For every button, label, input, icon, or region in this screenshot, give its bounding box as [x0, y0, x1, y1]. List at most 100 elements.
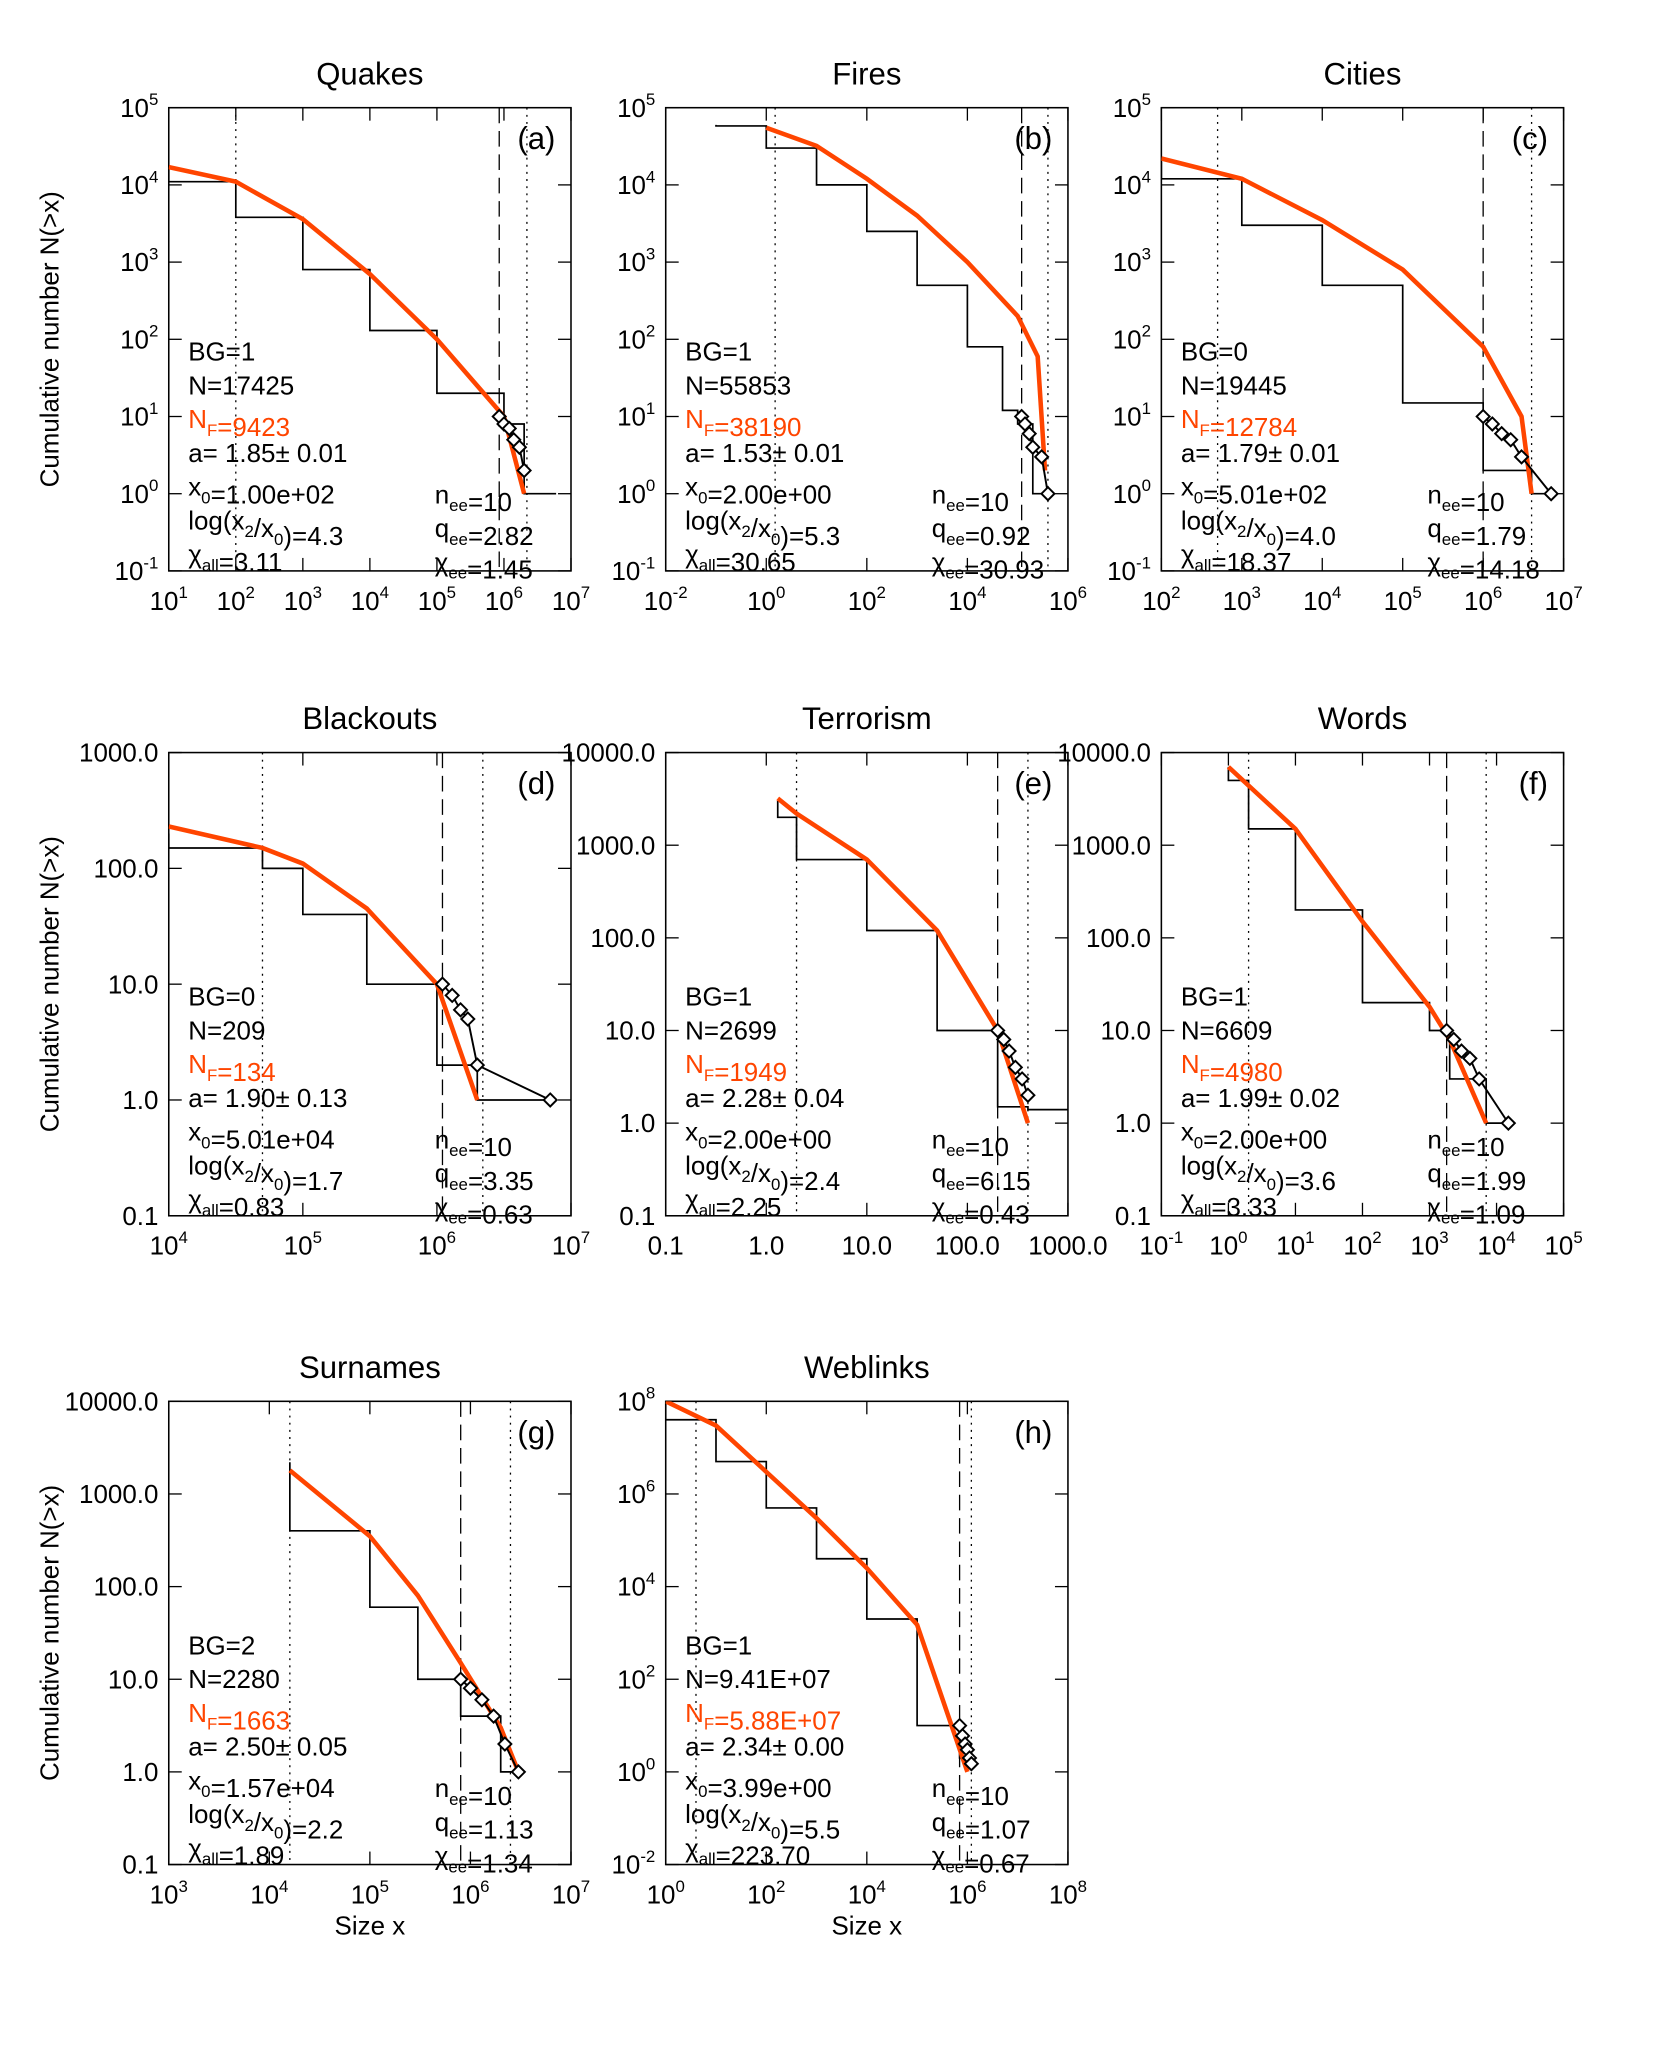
text-part: 7 — [581, 583, 590, 602]
text-part: F — [1200, 1066, 1210, 1085]
plot-area — [168, 107, 557, 571]
text-part: =0.67 — [964, 1850, 1030, 1878]
panel: Fires(b)10-2 100 102 104 10610-1100101102103… — [611, 56, 1087, 615]
text-part: ee — [945, 564, 964, 583]
stat-line: x0=5.01e+04 — [188, 1119, 334, 1155]
diamond-marker — [542, 1092, 559, 1108]
text-part: 10 — [1276, 1233, 1305, 1261]
text-part: F — [1200, 421, 1210, 440]
text-part: q — [932, 1809, 946, 1837]
stat-line: NF=4980 — [1181, 1051, 1283, 1087]
text-part: ee — [449, 1790, 468, 1809]
stat-line: χee=1.09 — [1427, 1194, 1525, 1230]
text-part: 10 — [120, 404, 149, 432]
text-part: 3 — [646, 245, 655, 264]
x-tick-label: 100 — [1209, 1228, 1247, 1261]
y-tick-label: 0.1 — [1115, 1203, 1151, 1231]
x-tick-label: 103 — [1410, 1228, 1448, 1261]
text-part: =30.65 — [716, 549, 796, 577]
text-part: 10 — [552, 1233, 581, 1261]
x-tick-label: 10-1 — [1139, 1228, 1183, 1261]
text-part: 4 — [1332, 583, 1341, 602]
x-tick-label: 104 — [1303, 583, 1341, 616]
text-part: =1.99 — [1461, 1168, 1527, 1196]
panel: Quakes(a)Cumulative number N(>x)101 102 10… — [36, 56, 590, 615]
text-part: 0 — [771, 1824, 780, 1843]
text-part: =1.09 — [1460, 1202, 1526, 1230]
text-part: -2 — [673, 583, 688, 602]
y-tick-label: 108 — [617, 1384, 655, 1417]
text-part: 10 — [611, 1852, 640, 1880]
stat-line: χee=0.63 — [435, 1194, 533, 1230]
y-tick-label: 0.1 — [619, 1203, 655, 1231]
plot-frame — [664, 1400, 1069, 1866]
text-part: 10 — [617, 172, 646, 200]
stat-line: BG=1 — [685, 1632, 752, 1660]
text-part: 3 — [1252, 583, 1261, 602]
text-part: 6 — [1493, 583, 1502, 602]
text-part: log(x — [1181, 1152, 1237, 1180]
text-part: /x — [254, 1160, 274, 1188]
text-part: χ — [188, 541, 202, 569]
text-part: 4 — [646, 167, 655, 186]
stat-line: NF=9423 — [188, 406, 290, 442]
x-tick-label: 102 — [1142, 583, 1180, 616]
text-part: log(x — [685, 1152, 741, 1180]
diamond-marker — [452, 1001, 469, 1018]
text-part: N=9.41E+07 — [685, 1666, 831, 1694]
stat-line: BG=0 — [188, 984, 255, 1012]
stat-line: N=9.41E+07 — [685, 1666, 831, 1694]
x-tick-label: 102 — [1343, 1228, 1381, 1261]
text-part: N — [685, 1051, 704, 1079]
text-part: ee — [449, 1141, 468, 1160]
stat-line: χee=14.18 — [1427, 549, 1539, 585]
text-part: N — [685, 406, 704, 434]
y-tick-label: 1000.0 — [576, 832, 655, 860]
diamond-marker — [995, 1031, 1012, 1048]
text-part: 10 — [611, 558, 640, 586]
text-part: =5.88E+07 — [714, 1708, 841, 1736]
diamond-marker — [1475, 408, 1492, 425]
y-axis-label: Cumulative number N(>x) — [36, 1485, 64, 1781]
diamond-marker — [501, 420, 518, 437]
text-part: -1 — [1168, 1228, 1183, 1247]
x-axis-label: Size x — [335, 1913, 406, 1941]
diamond-marker — [485, 1708, 502, 1724]
text-part: BG=2 — [188, 1632, 255, 1660]
stat-line: χall=18.37 — [1181, 541, 1292, 577]
text-part: =14.18 — [1460, 557, 1540, 585]
y-tick-label: 103 — [617, 245, 655, 278]
text-part: log(x — [188, 1152, 244, 1180]
stat-line: a= 2.50± 0.05 — [188, 1734, 347, 1762]
diamond-marker — [1453, 1043, 1470, 1059]
text-part: ee — [449, 1175, 468, 1194]
text-part: F — [207, 421, 217, 440]
text-part: N=209 — [188, 1017, 265, 1045]
diamond-marker — [1001, 1043, 1017, 1059]
text-part: log(x — [685, 1801, 741, 1829]
x-tick-label: 104 — [948, 583, 986, 616]
text-part: =0.43 — [964, 1202, 1030, 1230]
text-part: 10 — [617, 326, 646, 354]
text-part: -2 — [640, 1847, 655, 1866]
x-tick-label: 103 — [150, 1877, 188, 1910]
text-part: 2 — [741, 1167, 750, 1186]
diamond-marker — [1021, 425, 1038, 442]
stat-line: BG=1 — [685, 984, 752, 1012]
diamond-marker — [1020, 1087, 1036, 1104]
text-part: 2 — [1142, 322, 1151, 341]
stat-line: nee=10 — [435, 1775, 512, 1811]
y-tick-label: 1000.0 — [79, 1481, 158, 1509]
y-tick-label: 105 — [120, 90, 158, 123]
text-part: 10 — [948, 1881, 977, 1909]
y-tick-label: 10-1 — [115, 553, 159, 586]
y-tick-label: 103 — [120, 245, 158, 278]
text-part: 4 — [149, 167, 158, 186]
text-part: ee — [946, 1175, 965, 1194]
text-part: )=5.3 — [780, 523, 840, 551]
text-part: =0.63 — [467, 1202, 533, 1230]
y-tick-label: 1.0 — [122, 1087, 158, 1115]
text-part: 10 — [747, 588, 776, 616]
text-part: x — [685, 1767, 698, 1795]
stat-line: χall=1.89 — [188, 1835, 284, 1871]
